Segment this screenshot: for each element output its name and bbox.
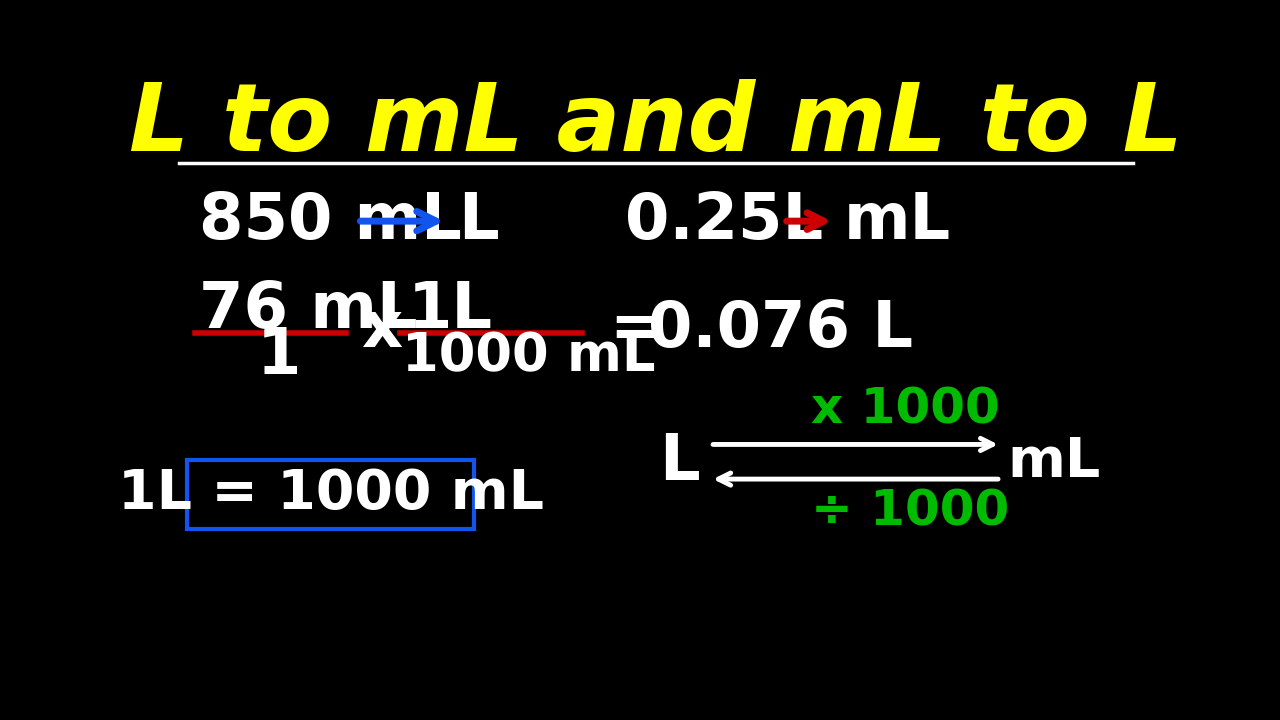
- Bar: [187, 460, 474, 529]
- Text: x: x: [361, 298, 403, 360]
- Text: 850 mL: 850 mL: [198, 190, 462, 252]
- Text: L: L: [659, 431, 700, 492]
- Text: mL: mL: [844, 190, 951, 252]
- Text: ÷ 1000: ÷ 1000: [812, 487, 1009, 536]
- Text: 1L: 1L: [408, 279, 493, 341]
- Text: x 1000: x 1000: [812, 386, 1000, 433]
- Text: L to mL and mL to L: L to mL and mL to L: [129, 79, 1183, 171]
- Text: L: L: [458, 190, 499, 252]
- Text: 1L = 1000 mL: 1L = 1000 mL: [118, 467, 544, 521]
- Text: 0.25L: 0.25L: [625, 190, 823, 252]
- Text: mL: mL: [1007, 435, 1101, 489]
- Text: 0.076 L: 0.076 L: [648, 298, 913, 360]
- Text: =: =: [609, 298, 663, 360]
- Text: 1000 mL: 1000 mL: [402, 330, 655, 382]
- Text: 76 mL: 76 mL: [198, 279, 417, 341]
- Text: 1: 1: [257, 325, 301, 387]
